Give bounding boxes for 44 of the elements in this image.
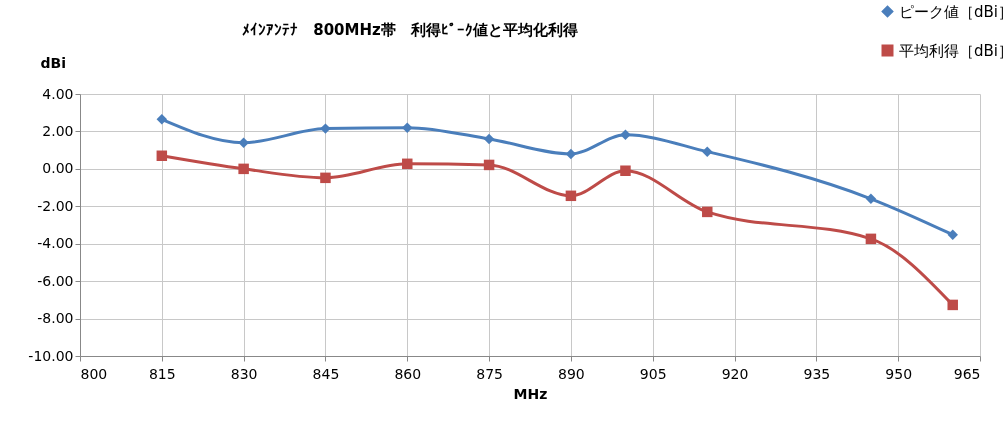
y-tick-label: 2.00 bbox=[42, 122, 74, 139]
point bbox=[865, 233, 877, 245]
point bbox=[402, 158, 413, 170]
x-tick-label: 830 bbox=[230, 365, 258, 382]
point bbox=[320, 123, 331, 134]
point bbox=[620, 165, 631, 176]
x-tick-label: 935 bbox=[803, 365, 831, 382]
x-tick-label: 845 bbox=[312, 365, 340, 382]
x-tick-label: 815 bbox=[148, 365, 176, 382]
point bbox=[702, 146, 713, 157]
x-tick-label: 860 bbox=[394, 365, 422, 382]
point bbox=[402, 122, 413, 133]
y-axis-title: dBi bbox=[40, 54, 66, 71]
point bbox=[156, 114, 168, 125]
point bbox=[238, 163, 249, 175]
point bbox=[947, 299, 958, 311]
legend-label: 平均利得［dBi］ bbox=[899, 41, 1007, 60]
x-tick-label: 800 bbox=[80, 365, 108, 382]
point bbox=[865, 193, 877, 205]
point bbox=[320, 172, 331, 184]
point bbox=[947, 229, 958, 240]
point bbox=[702, 206, 713, 218]
y-tick-label: -8.00 bbox=[37, 310, 74, 327]
point bbox=[620, 129, 631, 141]
chart-title: ﾒｲﾝｱﾝﾃﾅ 800MHz帯 利得ﾋﾟｰｸ値と平均化利得 bbox=[242, 21, 578, 39]
y-tick-label: -4.00 bbox=[37, 235, 74, 252]
x-axis-title: MHz bbox=[513, 385, 548, 402]
legend-label: ピーク値［dBi］ bbox=[899, 2, 1007, 21]
point bbox=[156, 150, 168, 161]
point bbox=[565, 190, 577, 202]
point bbox=[483, 133, 495, 145]
y-tick-label: 0.00 bbox=[42, 160, 74, 177]
x-tick-label: 905 bbox=[639, 365, 667, 382]
x-tick-label: 920 bbox=[721, 365, 749, 382]
x-tick-label: 965 bbox=[953, 365, 981, 382]
y-tick-label: -2.00 bbox=[37, 197, 74, 214]
y-tick-label: 4.00 bbox=[42, 85, 74, 102]
x-tick-label: 875 bbox=[476, 365, 503, 382]
point bbox=[483, 159, 495, 171]
y-tick-label: -6.00 bbox=[37, 272, 74, 289]
point bbox=[238, 137, 249, 148]
x-tick-label: 950 bbox=[885, 365, 913, 382]
x-tick-label: 890 bbox=[558, 365, 585, 382]
y-tick-label: -10.00 bbox=[28, 347, 74, 364]
